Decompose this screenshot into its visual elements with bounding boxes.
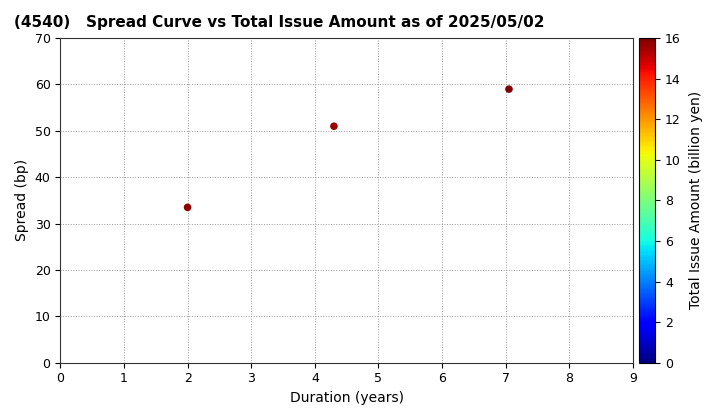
Point — [328, 123, 340, 130]
Y-axis label: Total Issue Amount (billion yen): Total Issue Amount (billion yen) — [689, 92, 703, 310]
Y-axis label: Spread (bp): Spread (bp) — [15, 159, 29, 242]
X-axis label: Duration (years): Duration (years) — [289, 391, 404, 405]
Text: (4540)   Spread Curve vs Total Issue Amount as of 2025/05/02: (4540) Spread Curve vs Total Issue Amoun… — [14, 15, 545, 30]
Point — [182, 204, 194, 211]
Point — [503, 86, 515, 92]
